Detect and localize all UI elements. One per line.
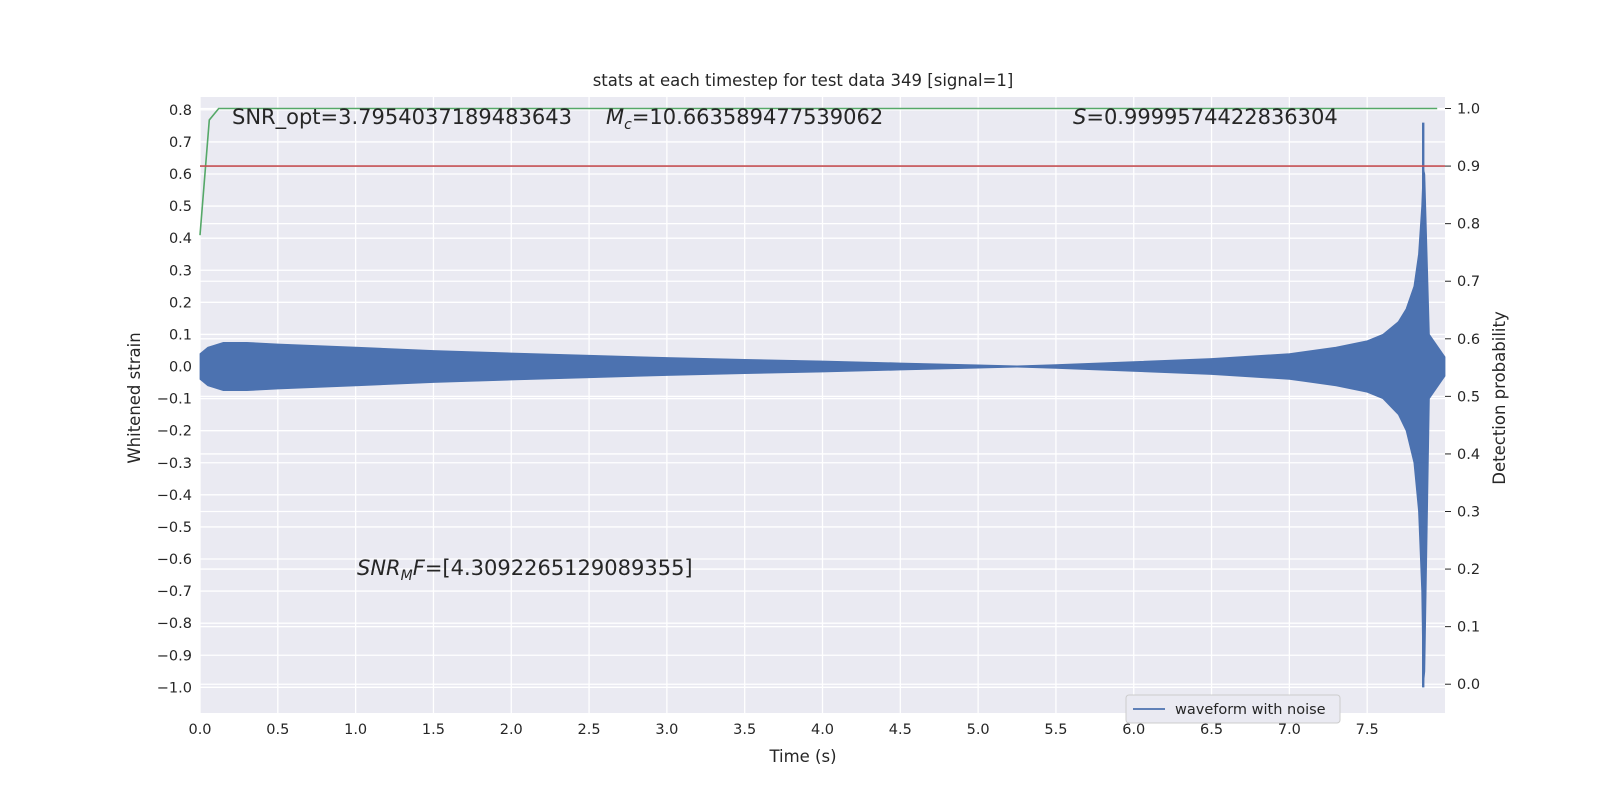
legend-box (1125, 694, 1341, 724)
left-y-tick-label-12: −0.4 (157, 488, 192, 504)
left-y-tick-label-4: 0.4 (169, 231, 192, 247)
left-y-tick-label-18: −1.0 (157, 680, 192, 696)
right-y-tick-label-7: 0.7 (1457, 274, 1480, 290)
left-y-tick-labels: 0.8 0.7 0.6 0.5 0.4 0.3 0.2 0.1 0.0 −0.1 −0.2 −0.3 −… (157, 103, 192, 696)
s-symbol: S (1073, 105, 1086, 129)
left-y-tick-label-7: 0.1 (169, 327, 192, 343)
x-tick-label-7: 3.5 (733, 722, 756, 738)
series-line-1 (199, 107, 1438, 236)
x-tick-label-15: 7.5 (1356, 722, 1379, 738)
right-y-tick-label-1: 0.1 (1457, 620, 1480, 636)
right-y-tick-label-6: 0.6 (1457, 332, 1480, 348)
left-y-tick-label-2: 0.6 (169, 167, 192, 183)
s-value: =0.9999574422836304 (1086, 105, 1337, 129)
chirp-mass-symbol: M (606, 105, 624, 129)
snr-mf-annotation: SNRMF=[4.3092265129089355] (357, 556, 693, 584)
x-tick-label-5: 2.5 (578, 722, 601, 738)
left-y-tick-label-8: 0.0 (169, 360, 192, 376)
left-y-tick-label-3: 0.5 (169, 199, 192, 215)
snr-opt-annotation: SNR_opt=3.7954037189483643 (232, 105, 572, 130)
right-y-tick-label-10: 1.0 (1457, 102, 1480, 118)
x-tick-label-14: 7.0 (1278, 722, 1301, 738)
snr-mf-value: =[4.3092265129089355] (425, 556, 693, 580)
x-tick-label-11: 5.5 (1044, 722, 1067, 738)
x-tick-label-4: 2.0 (500, 722, 523, 738)
left-y-tick-label-15: −0.7 (157, 584, 192, 600)
snr-mf-subscript: M (401, 568, 413, 584)
left-y-axis-label: Whitened strain (125, 332, 144, 463)
x-tick-label-3: 1.5 (422, 722, 445, 738)
chirp-mass-annotation: Mc=10.663589477539062 (606, 105, 883, 133)
x-tick-label-1: 0.5 (266, 722, 289, 738)
right-y-tick-label-5: 0.5 (1457, 389, 1480, 405)
x-tick-labels: 0.0 0.5 1.0 1.5 2.0 2.5 3.0 3.5 4.0 4.5 5.0 5.5 6.0 6… (188, 722, 1378, 738)
x-tick-label-9: 4.5 (889, 722, 912, 738)
left-y-tick-label-1: 0.7 (169, 135, 192, 151)
legend-entry: waveform with noise (1175, 702, 1326, 718)
right-y-tick-labels: 0.0 0.1 0.2 0.3 0.4 0.5 0.6 0.7 0.8 0.9 1.0 (1445, 102, 1480, 693)
x-tick-label-8: 4.0 (811, 722, 834, 738)
left-y-tick-label-6: 0.2 (169, 295, 192, 311)
left-y-tick-label-17: −0.9 (157, 648, 192, 664)
right-y-tick-label-2: 0.2 (1457, 562, 1480, 578)
chirp-mass-value: =10.663589477539062 (632, 105, 883, 129)
s-annotation: S=0.9999574422836304 (1073, 105, 1338, 129)
right-y-tick-label-8: 0.8 (1457, 217, 1480, 233)
right-y-tick-label-4: 0.4 (1457, 447, 1480, 463)
x-tick-label-6: 3.0 (655, 722, 678, 738)
right-y-tick-label-0: 0.0 (1457, 677, 1480, 693)
left-y-tick-label-16: −0.8 (157, 616, 192, 632)
chart-title: stats at each timestep for test data 349… (593, 71, 1014, 90)
x-tick-label-12: 6.0 (1122, 722, 1145, 738)
legend: waveform with noise (1125, 694, 1341, 724)
left-y-tick-label-10: −0.2 (157, 424, 192, 440)
left-y-tick-label-9: −0.1 (157, 392, 192, 408)
x-tick-label-10: 5.0 (967, 722, 990, 738)
right-y-tick-label-3: 0.3 (1457, 505, 1480, 521)
x-axis-label: Time (s) (768, 747, 836, 766)
left-y-tick-label-5: 0.3 (169, 263, 192, 279)
x-tick-label-2: 1.0 (344, 722, 367, 738)
right-y-tick-label-9: 0.9 (1457, 159, 1480, 175)
x-tick-label-0: 0.0 (188, 722, 211, 738)
left-y-tick-label-0: 0.8 (169, 103, 192, 119)
x-tick-label-13: 6.5 (1200, 722, 1223, 738)
left-y-tick-label-14: −0.6 (157, 552, 192, 568)
snr-mf-tail: F (413, 556, 426, 580)
left-y-tick-label-11: −0.3 (157, 456, 192, 472)
vertical-gridlines (199, 97, 1368, 713)
snr-mf-symbol: SNR (357, 556, 401, 580)
left-y-tick-label-13: −0.5 (157, 520, 192, 536)
series-waveform-envelope (199, 167, 1446, 688)
right-y-axis-label: Detection probability (1490, 311, 1509, 485)
chirp-mass-subscript: c (624, 117, 632, 133)
series-layer (199, 107, 1446, 688)
